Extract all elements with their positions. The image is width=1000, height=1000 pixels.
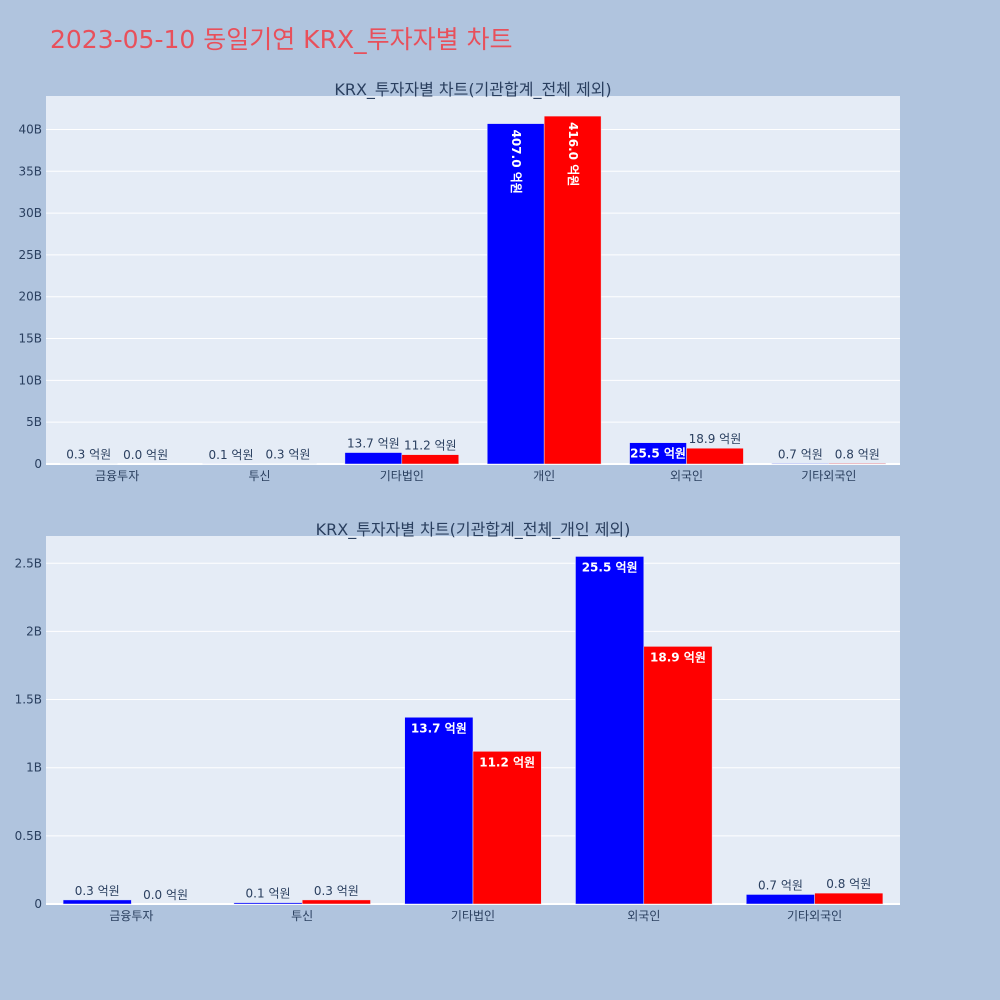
bar (472, 751, 542, 905)
bar (828, 463, 887, 465)
bar (686, 447, 744, 465)
bar (543, 115, 602, 465)
data-label: 416.0 억원 (566, 122, 580, 186)
bar (643, 646, 713, 905)
bar (62, 899, 132, 905)
data-label: 18.9 억원 (650, 650, 706, 664)
chart-bottom-title: KRX_투자자별 차트(기관합계_전체_개인 제외) (316, 520, 631, 540)
page-title: 2023-05-10 동일기연 KRX_투자자별 차트 (50, 25, 513, 54)
x-tick-label: 개인 (533, 469, 555, 483)
data-label: 0.1 억원 (209, 448, 254, 462)
data-label: 18.9 억원 (689, 432, 742, 446)
y-tick-label: 0 (34, 897, 42, 911)
y-tick-label: 1.5B (15, 693, 42, 707)
chart-top-title: KRX_투자자별 차트(기관합계_전체 제외) (334, 80, 611, 100)
y-tick-label: 35B (18, 164, 42, 178)
x-tick-label: 기타법인 (380, 469, 424, 483)
data-label: 0.1 억원 (246, 887, 291, 901)
x-tick-label: 투신 (248, 469, 270, 483)
y-tick-label: 40B (18, 122, 42, 136)
y-tick-label: 15B (18, 332, 42, 346)
bar (301, 899, 371, 905)
data-label: 0.8 억원 (826, 877, 871, 891)
bar (401, 454, 460, 465)
bar (486, 123, 545, 465)
bar (344, 452, 403, 465)
chart-bottom: KRX_투자자별 차트(기관합계_전체_개인 제외) 0 0.5B 1B 1.5B 2B… (15, 520, 900, 923)
data-label: 0.3 억원 (314, 884, 359, 898)
data-label: 11.2 억원 (479, 755, 535, 769)
bar (814, 892, 884, 905)
x-tick-label: 기타외국인 (787, 909, 842, 923)
chart-top: KRX_투자자별 차트(기관합계_전체 제외) 0 5B 10B 15B 20B 25B 3… (18, 80, 900, 483)
y-tick-label: 20B (18, 290, 42, 304)
x-tick-label: 외국인 (670, 469, 703, 483)
bar (404, 717, 474, 905)
y-tick-label: 25B (18, 248, 42, 262)
data-label: 0.3 억원 (75, 884, 120, 898)
y-tick-label: 2.5B (15, 556, 42, 570)
y-tick-label: 2B (26, 624, 42, 638)
data-label: 25.5 억원 (630, 447, 686, 461)
data-label: 0.3 억원 (66, 448, 111, 462)
data-label: 0.7 억원 (758, 878, 803, 892)
x-tick-label: 투신 (291, 909, 313, 923)
bar (746, 894, 815, 905)
x-tick-label: 금융투자 (109, 909, 153, 923)
data-label: 0.3 억원 (265, 448, 310, 462)
data-label: 13.7 억원 (411, 721, 467, 735)
plot-area (46, 96, 900, 464)
data-label: 25.5 억원 (582, 560, 638, 574)
data-label: 11.2 억원 (404, 439, 457, 453)
data-label: 0.0 억원 (123, 448, 168, 462)
x-tick-label: 외국인 (627, 909, 660, 923)
data-label: 13.7 억원 (347, 437, 400, 451)
bar (771, 463, 830, 465)
y-tick-label: 1B (26, 761, 42, 775)
data-label: 407.0 억원 (509, 130, 523, 194)
x-tick-label: 기타법인 (451, 909, 495, 923)
y-tick-label: 0 (34, 457, 42, 471)
x-tick-label: 금융투자 (95, 469, 139, 483)
y-tick-label: 30B (18, 206, 42, 220)
x-tick-label: 기타외국인 (801, 469, 856, 483)
bar (233, 902, 303, 905)
data-label: 0.7 억원 (778, 447, 823, 461)
y-tick-label: 5B (26, 415, 42, 429)
data-label: 0.8 억원 (835, 447, 880, 461)
bar (575, 556, 645, 905)
y-tick-label: 0.5B (15, 829, 42, 843)
y-tick-label: 10B (18, 373, 42, 387)
data-label: 0.0 억원 (143, 888, 188, 902)
